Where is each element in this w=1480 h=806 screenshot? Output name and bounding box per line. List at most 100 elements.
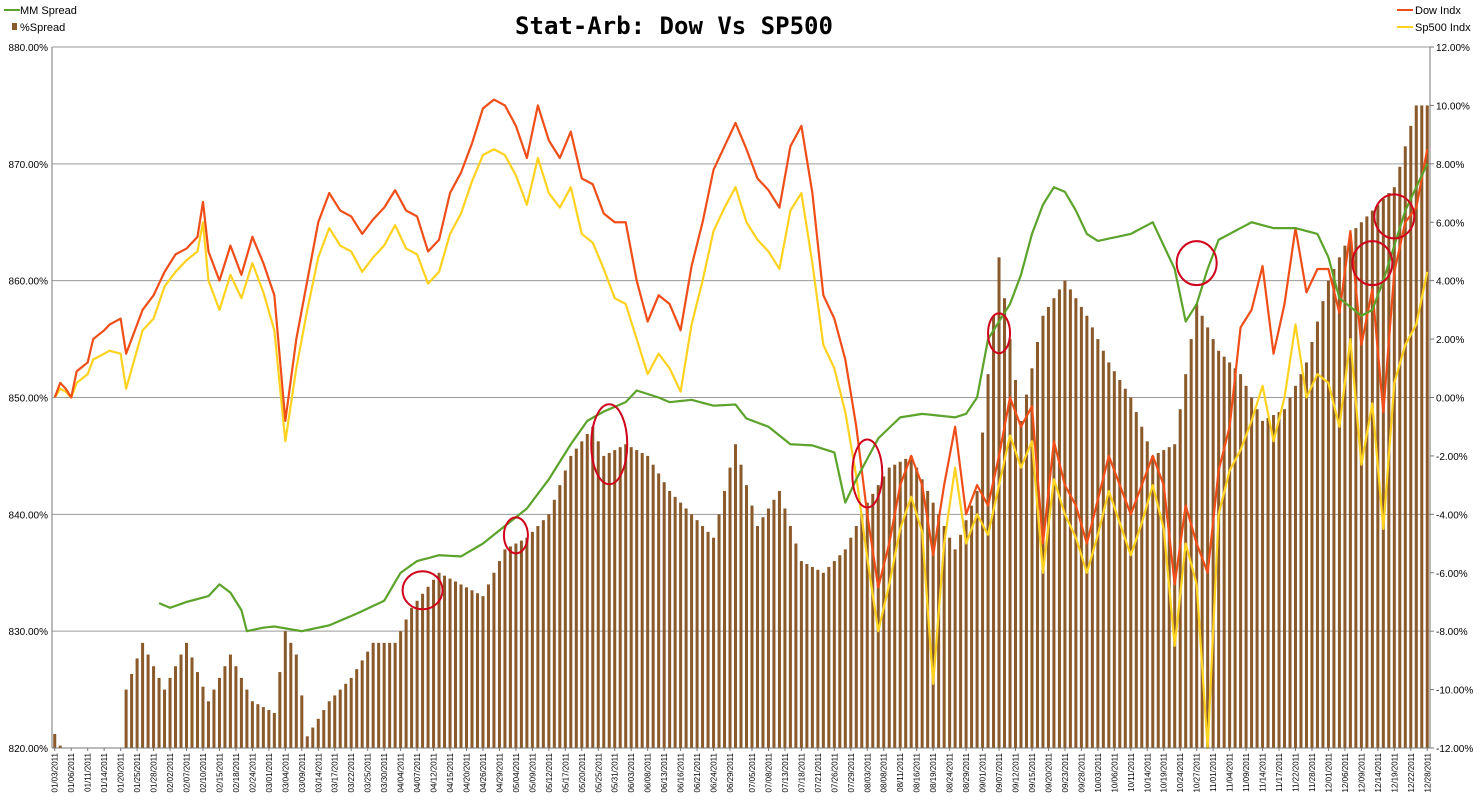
spread-bar	[327, 701, 331, 748]
x-tick-label: 09/01/2011	[979, 752, 988, 792]
spread-bar	[206, 701, 210, 748]
highlight-circle	[987, 312, 1012, 355]
spread-bar	[904, 458, 908, 748]
x-tick-label: 04/07/2011	[413, 752, 422, 792]
spread-bar	[1184, 374, 1188, 748]
x-tick-label: 09/15/2011	[1028, 752, 1037, 792]
spread-bar	[777, 490, 781, 748]
x-tick-label: 09/07/2011	[995, 752, 1004, 792]
spread-bar	[355, 669, 359, 748]
x-tick-label: 02/18/2011	[232, 752, 241, 792]
spread-bar	[1370, 210, 1374, 749]
spread-bar	[195, 672, 199, 748]
spread-bar	[1013, 379, 1018, 748]
highlight-circle	[1351, 240, 1394, 287]
spread-bar	[393, 642, 397, 748]
spread-bar	[964, 520, 968, 748]
spread-bar	[1151, 455, 1155, 748]
spread-bar	[613, 450, 617, 748]
spread-bar	[690, 514, 694, 748]
legend-label-dow: Dow Indx	[1415, 5, 1461, 17]
highlight-circle	[401, 570, 444, 611]
spread-bar	[618, 447, 622, 748]
spread-bar	[876, 485, 880, 748]
x-tick-label: 12/09/2011	[1357, 752, 1366, 792]
spread-bar	[525, 537, 529, 748]
spread-bar	[1304, 362, 1308, 748]
spread-bar	[481, 596, 485, 748]
spread-bar	[755, 526, 759, 748]
spread-bar	[701, 526, 705, 748]
spread-bar	[1266, 417, 1270, 748]
spread-bar	[1003, 298, 1007, 748]
spread-bar	[832, 561, 836, 748]
spread-bar	[1288, 397, 1292, 748]
x-tick-label: 01/14/2011	[100, 752, 109, 792]
spread-bar	[805, 563, 809, 748]
x-tick-label: 07/05/2011	[748, 752, 757, 792]
spread-bar	[948, 537, 952, 748]
spread-bar	[1085, 315, 1089, 748]
spread-bar	[1090, 327, 1094, 748]
spread-bar	[1019, 420, 1023, 748]
x-tick-label: 02/10/2011	[199, 752, 208, 792]
x-tick-label: 12/22/2011	[1407, 752, 1416, 792]
x-tick-label: 05/04/2011	[512, 752, 521, 792]
spread-bar	[673, 496, 677, 748]
spread-bar	[459, 584, 463, 748]
spread-bar	[706, 531, 710, 748]
spread-bar	[646, 455, 650, 748]
spread-bar	[536, 526, 540, 748]
spread-bar	[1261, 420, 1265, 748]
x-tick-label: 03/09/2011	[298, 752, 307, 792]
spread-bar	[1096, 339, 1100, 748]
spread-bar	[953, 549, 957, 748]
spread-bar	[717, 514, 721, 748]
spread-bar	[190, 657, 194, 748]
spread-bar	[734, 444, 738, 748]
x-tick-label: 01/11/2011	[84, 752, 93, 791]
spread-bar	[1206, 327, 1210, 748]
spread-bar	[712, 537, 716, 748]
spread-bar	[1425, 105, 1429, 748]
spread-bar	[591, 426, 595, 748]
x-tick-label: 08/16/2011	[913, 752, 922, 792]
spread-bar	[426, 586, 430, 748]
spread-bar	[772, 499, 776, 748]
spread-bar	[371, 642, 375, 748]
spread-bar	[294, 654, 298, 748]
spread-bar	[1118, 379, 1122, 748]
spread-bar	[1228, 362, 1232, 748]
spread-bar	[558, 485, 562, 748]
y-left-tick-label: 830.00%	[9, 627, 49, 638]
spread-bar	[1145, 441, 1149, 748]
spread-bar	[448, 578, 452, 748]
spread-bar	[992, 315, 996, 748]
spread-bar	[1140, 426, 1144, 748]
x-tick-label: 06/08/2011	[644, 752, 653, 792]
spread-bar	[1057, 289, 1061, 748]
x-tick-label: 11/01/2011	[1209, 752, 1218, 791]
spread-bar	[1272, 415, 1276, 748]
spread-bar	[234, 666, 238, 748]
spread-bar	[744, 485, 748, 748]
spread-bar	[1129, 397, 1133, 748]
spread-bar	[201, 686, 205, 748]
x-tick-label: 06/29/2011	[726, 752, 735, 792]
sp500-indx-line	[53, 148, 1429, 750]
spread-bar	[580, 441, 584, 748]
spread-bar	[1035, 342, 1039, 748]
x-tick-label: 10/24/2011	[1176, 752, 1185, 792]
x-tick-label: 07/26/2011	[830, 752, 839, 792]
x-tick-label: 10/06/2011	[1110, 752, 1119, 792]
highlight-circle	[1175, 240, 1218, 287]
spread-bar	[124, 689, 128, 748]
x-tick-label: 06/16/2011	[677, 752, 686, 792]
spread-bar	[783, 508, 787, 748]
spread-bar	[816, 569, 820, 748]
legend-label-pct-spread: %Spread	[20, 22, 65, 34]
y-left-tick-label: 850.00%	[9, 394, 49, 405]
spread-bar	[432, 579, 436, 748]
x-tick-label: 12/01/2011	[1324, 752, 1333, 792]
